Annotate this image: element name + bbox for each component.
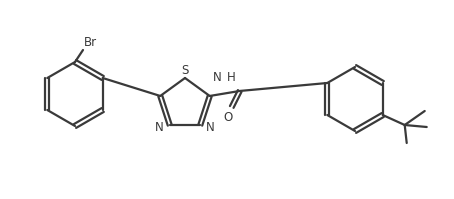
Text: O: O bbox=[223, 111, 232, 124]
Text: N: N bbox=[155, 121, 164, 134]
Text: Br: Br bbox=[84, 36, 97, 49]
Text: S: S bbox=[181, 63, 189, 76]
Text: H: H bbox=[227, 71, 236, 84]
Text: N: N bbox=[206, 121, 215, 134]
Text: N: N bbox=[213, 71, 222, 84]
